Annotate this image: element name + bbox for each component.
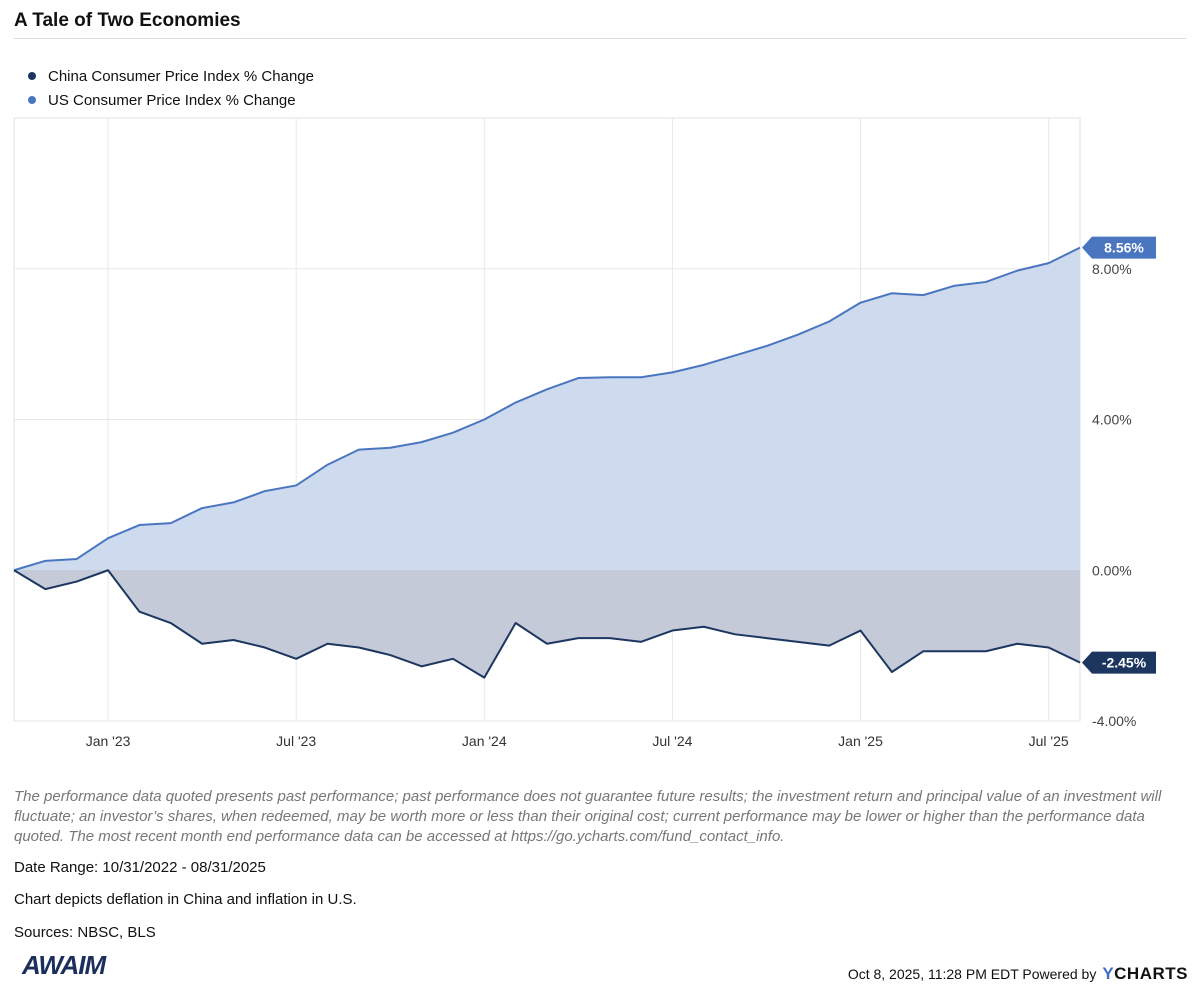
timestamp: Oct 8, 2025, 11:28 PM EDT Powered by: [847, 966, 1097, 982]
x-tick-label: Jul '25: [1029, 733, 1069, 749]
awaim-logo: AWAIM: [22, 950, 106, 980]
date-range: Date Range: 10/31/2022 - 08/31/2025: [14, 859, 266, 876]
series-line-us: [13, 246, 1081, 572]
x-tick-label: Jan '23: [86, 733, 131, 749]
series-line-china: [13, 569, 1081, 679]
last-value-badge-china: [1082, 651, 1156, 674]
legend-item-us[interactable]: US Consumer Price Index % Change: [28, 88, 314, 112]
last-value-label-china: -2.45%: [1102, 655, 1147, 671]
cpi-chart: Jan '23 Jul '23 Jan '24 Jul '24 Jan '25 Jul '…: [13, 117, 1156, 749]
area-china: [14, 570, 1080, 678]
last-value-badge-us: [1082, 236, 1156, 259]
y-tick-label: -4.00%: [1092, 713, 1136, 729]
x-tick-label: Jul '24: [652, 733, 692, 749]
footer: Oct 8, 2025, 11:28 PM EDT Powered by YCH…: [848, 964, 1188, 984]
x-tick-label: Jan '25: [838, 733, 883, 749]
y-tick-label: 4.00%: [1092, 412, 1132, 428]
legend-dot-china: [28, 72, 36, 80]
x-tick-label: Jul '23: [276, 733, 316, 749]
chart-title: A Tale of Two Economies: [14, 10, 241, 31]
legend-item-china[interactable]: China Consumer Price Index % Change: [28, 64, 314, 88]
sources: Sources: NBSC, BLS: [14, 924, 156, 941]
legend: China Consumer Price Index % Change US C…: [28, 64, 314, 112]
legend-label-china: China Consumer Price Index % Change: [48, 67, 314, 85]
x-tick-label: Jan '24: [462, 733, 507, 749]
legend-label-us: US Consumer Price Index % Change: [48, 91, 296, 109]
y-tick-label: 8.00%: [1092, 261, 1132, 277]
title-divider: [14, 38, 1186, 39]
last-value-label-us: 8.56%: [1104, 240, 1144, 256]
chart-description: Chart depicts deflation in China and inf…: [14, 891, 357, 908]
y-tick-label: 0.00%: [1092, 562, 1132, 578]
ycharts-logo[interactable]: YCHARTS: [1102, 964, 1188, 983]
performance-disclaimer: The performance data quoted presents pas…: [14, 788, 1162, 845]
legend-dot-us: [28, 96, 36, 104]
